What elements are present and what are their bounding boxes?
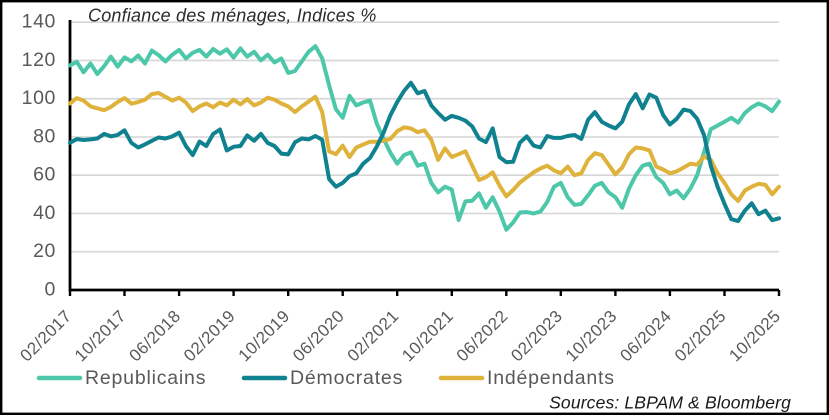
svg-text:20: 20 — [33, 240, 56, 262]
svg-text:80: 80 — [33, 126, 56, 148]
svg-text:60: 60 — [33, 164, 56, 186]
svg-text:Indépendants: Indépendants — [487, 367, 615, 389]
svg-text:40: 40 — [33, 202, 56, 224]
svg-text:140: 140 — [22, 11, 56, 33]
svg-text:Confiance des ménages, Indices: Confiance des ménages, Indices % — [88, 6, 377, 26]
svg-text:120: 120 — [22, 49, 56, 71]
svg-text:Sources: LBPAM & Bloomberg: Sources: LBPAM & Bloomberg — [549, 393, 791, 413]
svg-text:Republicains: Republicains — [85, 367, 206, 389]
svg-text:100: 100 — [22, 87, 56, 109]
svg-text:0: 0 — [45, 279, 56, 301]
svg-text:Démocrates: Démocrates — [290, 367, 403, 389]
